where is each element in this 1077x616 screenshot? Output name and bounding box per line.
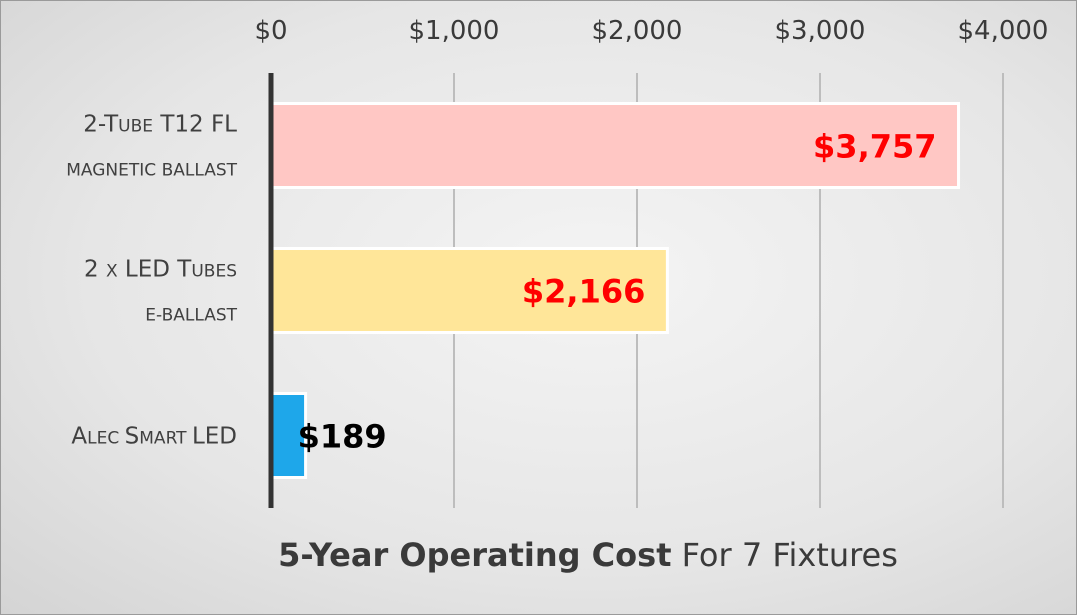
category-label: ALEC SMART LED [71,424,237,450]
data-label: $189 [298,418,387,456]
bar [269,102,961,189]
x-tick-label: $3,000 [775,16,866,46]
x-tick-label: $2,000 [592,16,683,46]
x-axis-ticks: $0 $1,000 $2,000 $3,000 $4,000 [254,16,1048,46]
x-tick-label: $0 [254,16,287,46]
category-label: E-BALLAST [145,306,237,326]
category-label: MAGNETIC BALLAST [66,161,237,181]
chart-title-bold: 5-Year Operating Cost [278,536,671,574]
data-label: $2,166 [522,273,645,311]
category-label: 2-TUBE T12 FL [83,112,237,138]
chart-title: 5-Year Operating Cost For 7 Fixtures [278,536,898,574]
data-label: $3,757 [813,128,936,166]
bar [269,392,308,479]
bar [269,247,669,334]
category-labels: 2-TUBE T12 FL MAGNETIC BALLAST 2 X LED TUB… [66,112,237,450]
chart-title-normal: For 7 Fixtures [671,536,897,574]
x-tick-label: $4,000 [958,16,1049,46]
x-tick-label: $1,000 [409,16,500,46]
bars: $3,757 $2,166 $189 [269,102,961,479]
category-label: 2 X LED TUBES [84,257,237,283]
